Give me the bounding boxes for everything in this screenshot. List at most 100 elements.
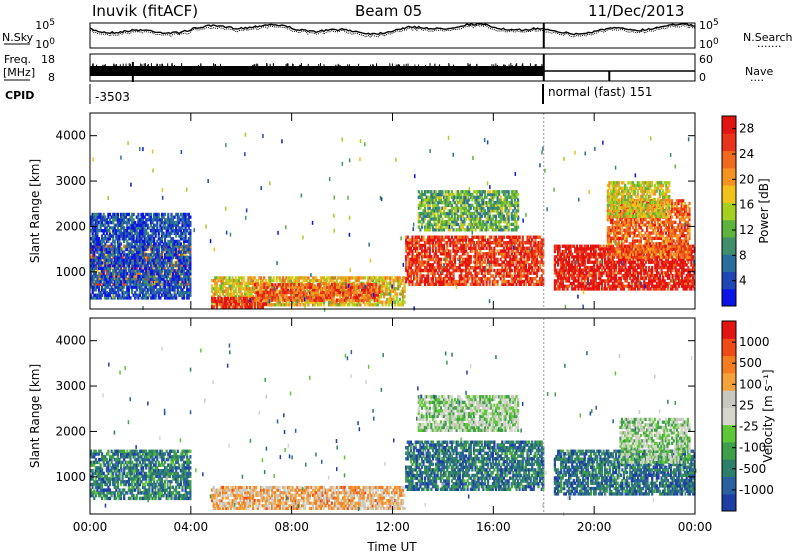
data-cell bbox=[153, 261, 156, 265]
data-cell bbox=[183, 280, 186, 284]
data-cell bbox=[102, 212, 105, 217]
data-cell bbox=[269, 300, 272, 304]
data-cell bbox=[278, 279, 282, 283]
data-cell bbox=[113, 280, 116, 284]
data-cell bbox=[160, 239, 164, 244]
data-cell bbox=[316, 279, 319, 283]
data-cell bbox=[91, 239, 94, 244]
data-cell bbox=[176, 250, 179, 254]
data-cell bbox=[108, 220, 112, 225]
data-cell bbox=[183, 237, 186, 241]
data-cell bbox=[398, 297, 401, 302]
data-cell bbox=[110, 242, 113, 246]
data-cell bbox=[159, 242, 162, 246]
data-cell bbox=[153, 277, 156, 281]
data-cell bbox=[312, 276, 315, 280]
data-cell bbox=[186, 269, 189, 273]
data-cell bbox=[211, 296, 214, 301]
data-cell bbox=[138, 231, 141, 235]
data-cell bbox=[288, 303, 291, 307]
data-cell bbox=[126, 288, 129, 292]
data-cell bbox=[113, 223, 116, 227]
data-cell bbox=[334, 300, 337, 304]
data-cell bbox=[123, 261, 126, 265]
data-cell bbox=[160, 229, 164, 233]
data-cell bbox=[160, 234, 164, 238]
data-cell bbox=[282, 300, 285, 304]
data-cell bbox=[108, 218, 112, 222]
data-cell bbox=[184, 247, 187, 251]
data-cell bbox=[126, 223, 129, 227]
nave-dots: ···· bbox=[750, 74, 764, 87]
data-cell bbox=[142, 280, 145, 284]
data-cell bbox=[220, 289, 223, 293]
data-cell bbox=[215, 299, 218, 303]
data-cell bbox=[135, 247, 138, 252]
data-cell bbox=[346, 276, 349, 280]
data-cell bbox=[167, 272, 170, 276]
data-cell bbox=[362, 296, 365, 300]
data-cell bbox=[156, 245, 159, 249]
data-cell bbox=[115, 285, 118, 289]
data-cell bbox=[222, 297, 225, 302]
data-cell bbox=[159, 285, 162, 289]
data-cell bbox=[138, 264, 141, 268]
data-cell bbox=[127, 226, 130, 230]
data-cell bbox=[233, 292, 236, 296]
data-cell bbox=[242, 295, 245, 299]
data-cell bbox=[167, 223, 170, 227]
data-cell bbox=[175, 244, 178, 248]
data-cell bbox=[392, 279, 395, 283]
data-cell bbox=[156, 269, 159, 273]
data-cell bbox=[282, 276, 285, 280]
data-cell bbox=[123, 280, 126, 284]
data-cell bbox=[138, 242, 141, 246]
data-cell bbox=[107, 282, 110, 287]
data-cell bbox=[162, 220, 165, 225]
data-cell bbox=[142, 231, 145, 235]
data-cell bbox=[126, 231, 129, 235]
data-cell bbox=[149, 253, 153, 257]
data-cell bbox=[105, 229, 108, 233]
data-cell bbox=[142, 253, 145, 257]
data-cell bbox=[160, 293, 164, 297]
data-cell bbox=[394, 292, 397, 296]
data-cell bbox=[186, 282, 189, 286]
data-cell bbox=[179, 218, 182, 222]
data-cell bbox=[143, 239, 146, 244]
data-cell bbox=[127, 220, 130, 225]
data-cell bbox=[123, 215, 126, 219]
data-cell bbox=[326, 297, 329, 302]
data-cell bbox=[229, 300, 233, 304]
data-cell bbox=[91, 266, 94, 270]
data-cell bbox=[97, 272, 101, 276]
data-cell bbox=[108, 212, 112, 217]
data-cell bbox=[159, 261, 162, 265]
data-cell bbox=[170, 218, 173, 222]
data-cell bbox=[153, 226, 156, 230]
data-cell bbox=[340, 279, 343, 283]
data-cell bbox=[171, 226, 175, 230]
data-cell bbox=[181, 250, 184, 254]
data-cell bbox=[153, 231, 156, 235]
data-cell bbox=[338, 295, 341, 299]
data-cell bbox=[247, 287, 250, 291]
data-cell bbox=[165, 226, 168, 230]
data-cell bbox=[149, 266, 153, 270]
data-cell bbox=[170, 258, 173, 262]
data-cell bbox=[332, 295, 335, 299]
data-cell bbox=[90, 255, 93, 259]
data-cell bbox=[518, 235, 521, 239]
data-cell bbox=[132, 285, 135, 289]
data-cell bbox=[401, 297, 405, 302]
data-cell bbox=[214, 279, 217, 283]
data-cell bbox=[236, 292, 239, 296]
data-cell bbox=[119, 282, 123, 287]
data-cell bbox=[116, 288, 119, 292]
data-cell bbox=[119, 266, 123, 270]
data-cell bbox=[124, 274, 127, 279]
data-cell bbox=[140, 220, 143, 225]
data-cell bbox=[90, 277, 93, 281]
data-cell bbox=[93, 253, 96, 257]
data-cell bbox=[129, 255, 132, 260]
